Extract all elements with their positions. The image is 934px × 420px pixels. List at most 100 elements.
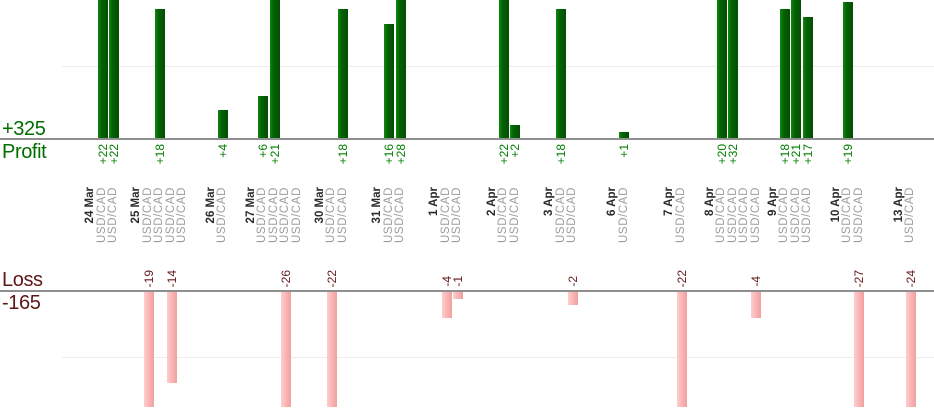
profit-bar-area	[206, 0, 218, 139]
trade-column: USD/CAD -26	[279, 0, 293, 420]
profit-bar-area	[143, 0, 155, 139]
date-group: 25 Mar USD/CAD -19 +18 USD/CAD USD/CAD -14 USD/…	[130, 0, 189, 420]
loss-value-cell	[716, 252, 728, 291]
profit-bar-area	[728, 0, 740, 139]
instrument-label: USD/CAD	[715, 187, 728, 243]
loss-bar-area	[802, 291, 814, 407]
profit-value-cell	[854, 139, 866, 184]
instrument-label: USD/CAD	[451, 187, 464, 243]
trade-column: +2 USD/CAD	[508, 0, 523, 420]
instrument-label: USD/CAD	[674, 187, 687, 243]
profit-bar-area	[395, 0, 407, 139]
loss-value-label: -14	[164, 269, 179, 287]
trade-column: +21 USD/CAD	[789, 0, 803, 420]
profit-bar	[155, 9, 165, 139]
loss-value-cell	[510, 252, 522, 291]
loss-value-cell: -22	[324, 252, 339, 291]
trade-column: +22 USD/CAD	[497, 0, 511, 420]
trade-column: USD/CAD -27	[852, 0, 866, 420]
profit-bar-area	[246, 0, 258, 139]
profit-value-label: +18	[554, 144, 569, 165]
trade-column: USD/CAD -2	[566, 0, 580, 420]
axis-label-cell: USD/CAD	[176, 184, 189, 252]
profit-value-cell	[441, 139, 453, 184]
profit-value-cell	[280, 139, 292, 184]
date-group: 9 Apr +18 USD/CAD +21 USD/CAD +17 USD/CAD	[762, 0, 819, 420]
profit-bar	[619, 131, 630, 139]
profit-value-cell: +18	[554, 139, 569, 184]
loss-value-label: -22	[324, 269, 339, 287]
profit-value-cell	[905, 139, 917, 184]
instrument-label: USD/CAD	[394, 187, 407, 243]
profit-bar-area	[429, 0, 441, 139]
profit-bar-area	[498, 0, 510, 139]
loss-bar-area	[607, 291, 619, 407]
trade-column: USD/CAD -1	[451, 0, 465, 420]
loss-value-label: -22	[674, 269, 689, 287]
profit-value-cell	[131, 139, 143, 184]
loss-total-label: -165	[2, 292, 41, 314]
instrument-label: USD/CAD	[107, 187, 120, 243]
date-group: 7 Apr USD/CAD -22	[647, 0, 704, 420]
profit-bar-area	[705, 0, 717, 139]
axis-label-cell: USD/CAD	[566, 184, 579, 252]
axis-label-cell: USD/CAD	[852, 184, 866, 252]
loss-value-cell	[206, 252, 218, 291]
loss-axis-name: Loss	[2, 269, 43, 291]
axis-label-cell: USD/CAD	[336, 184, 350, 252]
loss-value-cell	[498, 252, 510, 291]
profit-axis-name: Profit	[2, 141, 47, 163]
profit-bar-area	[97, 0, 109, 139]
axis-label-cell: USD/CAD	[750, 184, 763, 252]
axis-label-cell: USD/CAD	[291, 184, 304, 252]
loss-value-cell: -4	[749, 252, 763, 291]
profit-value-cell	[292, 139, 304, 184]
date-column: 31 Mar	[371, 0, 384, 420]
trade-column: +21 USD/CAD	[268, 0, 282, 420]
axis-label-cell: USD/CAD	[107, 184, 120, 252]
profit-bar-area	[842, 0, 854, 139]
profit-bar-area	[384, 0, 396, 139]
loss-bar-area	[384, 291, 396, 407]
profit-bar-area	[664, 0, 676, 139]
loss-value-cell	[177, 252, 189, 291]
profit-bar-area	[905, 0, 917, 139]
trade-column: +1 USD/CAD	[617, 0, 631, 420]
loss-bar-area	[257, 291, 269, 407]
profit-bar-area	[154, 0, 166, 139]
profit-value-cell	[429, 139, 441, 184]
loss-bar-area	[831, 291, 843, 407]
date-group: 6 Apr +1 USD/CAD	[590, 0, 647, 420]
instrument-label: USD/CAD	[904, 187, 917, 243]
profit-value-cell: +17	[801, 139, 815, 184]
axis-label-cell: USD/CAD	[674, 184, 688, 252]
instrument-label: USD/CAD	[852, 187, 865, 243]
profit-bar-area	[269, 0, 281, 139]
profit-value-cell: +2	[508, 139, 523, 184]
profit-bar-area	[108, 0, 120, 139]
profit-bar-area	[131, 0, 143, 139]
date-group: 3 Apr +18 USD/CAD USD/CAD -2	[533, 0, 590, 420]
instrument-label: USD/CAD	[617, 187, 630, 243]
instrument-label: USD/CAD	[216, 187, 229, 243]
loss-value-cell: -1	[451, 252, 465, 291]
profit-value-cell	[676, 139, 688, 184]
loss-bar-area	[338, 291, 350, 407]
loss-value-cell	[395, 252, 407, 291]
profit-value-label: +2	[508, 144, 523, 158]
profit-bar	[716, 0, 727, 139]
loss-value-cell	[728, 252, 740, 291]
profit-bar	[498, 0, 509, 139]
profit-bar-area	[257, 0, 269, 139]
loss-bar-area	[676, 291, 688, 407]
loss-bar-area	[372, 291, 384, 407]
profit-total-label: +325	[2, 118, 46, 140]
loss-value-label: -19	[141, 269, 156, 287]
trade-column: +17 USD/CAD	[801, 0, 815, 420]
instrument-label: USD/CAD	[336, 187, 349, 243]
profit-bar-area	[280, 0, 292, 139]
profit-value-label: +32	[726, 144, 741, 165]
profit-bar	[258, 95, 269, 139]
loss-value-cell	[85, 252, 97, 291]
